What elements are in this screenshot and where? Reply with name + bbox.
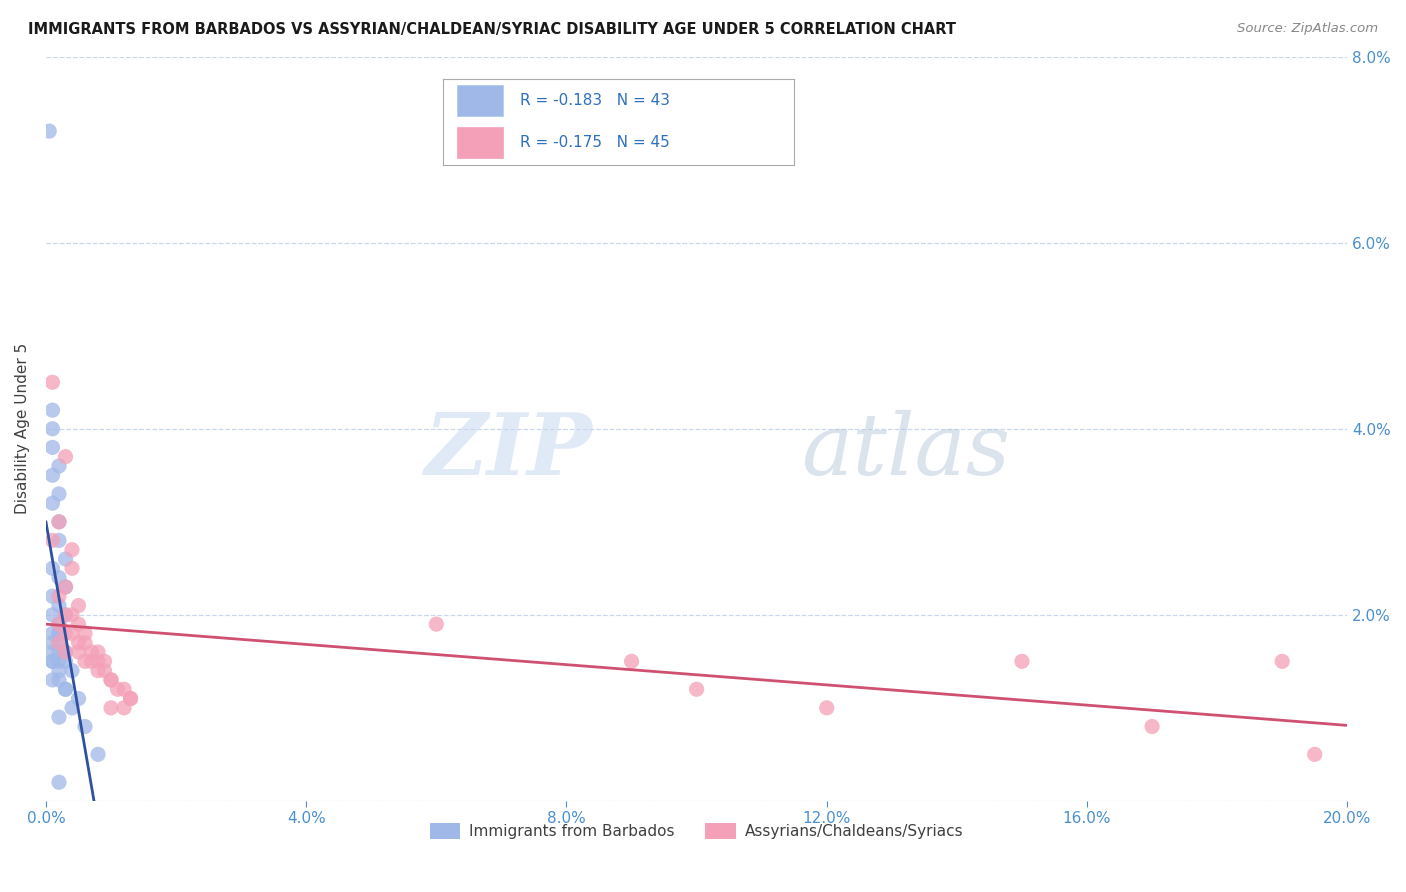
Point bbox=[48, 533, 70, 548]
Point bbox=[41, 673, 63, 687]
Point bbox=[41, 561, 63, 575]
Point bbox=[112, 682, 135, 697]
Point bbox=[41, 403, 63, 417]
Point bbox=[41, 636, 63, 650]
Point bbox=[67, 645, 90, 659]
Point bbox=[48, 515, 70, 529]
Point bbox=[41, 607, 63, 622]
Point bbox=[620, 654, 643, 668]
Point bbox=[93, 654, 115, 668]
Point bbox=[55, 654, 77, 668]
Point bbox=[55, 580, 77, 594]
Point bbox=[48, 654, 70, 668]
Legend: Immigrants from Barbados, Assyrians/Chaldeans/Syriacs: Immigrants from Barbados, Assyrians/Chal… bbox=[423, 817, 970, 846]
Point bbox=[87, 654, 110, 668]
Point bbox=[55, 580, 77, 594]
Point bbox=[41, 654, 63, 668]
Point bbox=[48, 626, 70, 640]
Point bbox=[55, 552, 77, 566]
Point bbox=[87, 645, 110, 659]
Point bbox=[48, 673, 70, 687]
Point bbox=[67, 617, 90, 632]
Point bbox=[93, 664, 115, 678]
Point bbox=[73, 626, 96, 640]
Point bbox=[55, 626, 77, 640]
Point bbox=[100, 673, 122, 687]
Point bbox=[48, 589, 70, 603]
Point bbox=[48, 626, 70, 640]
Point bbox=[55, 645, 77, 659]
Point bbox=[48, 515, 70, 529]
Point bbox=[41, 422, 63, 436]
Point bbox=[87, 664, 110, 678]
Point bbox=[60, 607, 83, 622]
Point bbox=[48, 664, 70, 678]
Point bbox=[41, 654, 63, 668]
Point bbox=[55, 682, 77, 697]
Point bbox=[55, 607, 77, 622]
Y-axis label: Disability Age Under 5: Disability Age Under 5 bbox=[15, 343, 30, 515]
Point bbox=[48, 599, 70, 613]
Point bbox=[107, 682, 129, 697]
Point bbox=[1271, 654, 1294, 668]
Point bbox=[48, 458, 70, 473]
Point bbox=[73, 719, 96, 733]
Point bbox=[41, 468, 63, 483]
Point bbox=[80, 654, 103, 668]
Point bbox=[60, 664, 83, 678]
Point bbox=[41, 496, 63, 510]
Point bbox=[41, 626, 63, 640]
Point bbox=[41, 589, 63, 603]
Point bbox=[48, 617, 70, 632]
Point bbox=[60, 626, 83, 640]
Text: ZIP: ZIP bbox=[425, 409, 592, 493]
Point bbox=[80, 645, 103, 659]
Point bbox=[48, 571, 70, 585]
Point bbox=[48, 636, 70, 650]
Point bbox=[48, 487, 70, 501]
Point bbox=[55, 450, 77, 464]
Point bbox=[815, 701, 838, 715]
Point bbox=[48, 617, 70, 632]
Point bbox=[60, 701, 83, 715]
Point bbox=[73, 654, 96, 668]
Point bbox=[48, 636, 70, 650]
Point bbox=[48, 775, 70, 789]
Point bbox=[100, 673, 122, 687]
Text: Source: ZipAtlas.com: Source: ZipAtlas.com bbox=[1237, 22, 1378, 36]
Point bbox=[1303, 747, 1326, 762]
Point bbox=[41, 533, 63, 548]
Text: IMMIGRANTS FROM BARBADOS VS ASSYRIAN/CHALDEAN/SYRIAC DISABILITY AGE UNDER 5 CORR: IMMIGRANTS FROM BARBADOS VS ASSYRIAN/CHA… bbox=[28, 22, 956, 37]
Point bbox=[120, 691, 142, 706]
Point bbox=[100, 701, 122, 715]
Point bbox=[41, 376, 63, 390]
Point bbox=[112, 701, 135, 715]
Point bbox=[120, 691, 142, 706]
Point bbox=[41, 645, 63, 659]
Point bbox=[55, 607, 77, 622]
Point bbox=[87, 747, 110, 762]
Point bbox=[55, 645, 77, 659]
Text: atlas: atlas bbox=[801, 409, 1010, 492]
Point bbox=[67, 691, 90, 706]
Point bbox=[1011, 654, 1033, 668]
Point bbox=[48, 645, 70, 659]
Point bbox=[60, 561, 83, 575]
Point bbox=[60, 542, 83, 557]
Point bbox=[38, 124, 60, 138]
Point bbox=[41, 441, 63, 455]
Point bbox=[73, 636, 96, 650]
Point bbox=[425, 617, 447, 632]
Point bbox=[67, 636, 90, 650]
Point bbox=[1140, 719, 1163, 733]
Point bbox=[48, 710, 70, 724]
Point bbox=[55, 682, 77, 697]
Point bbox=[67, 599, 90, 613]
Point bbox=[685, 682, 707, 697]
